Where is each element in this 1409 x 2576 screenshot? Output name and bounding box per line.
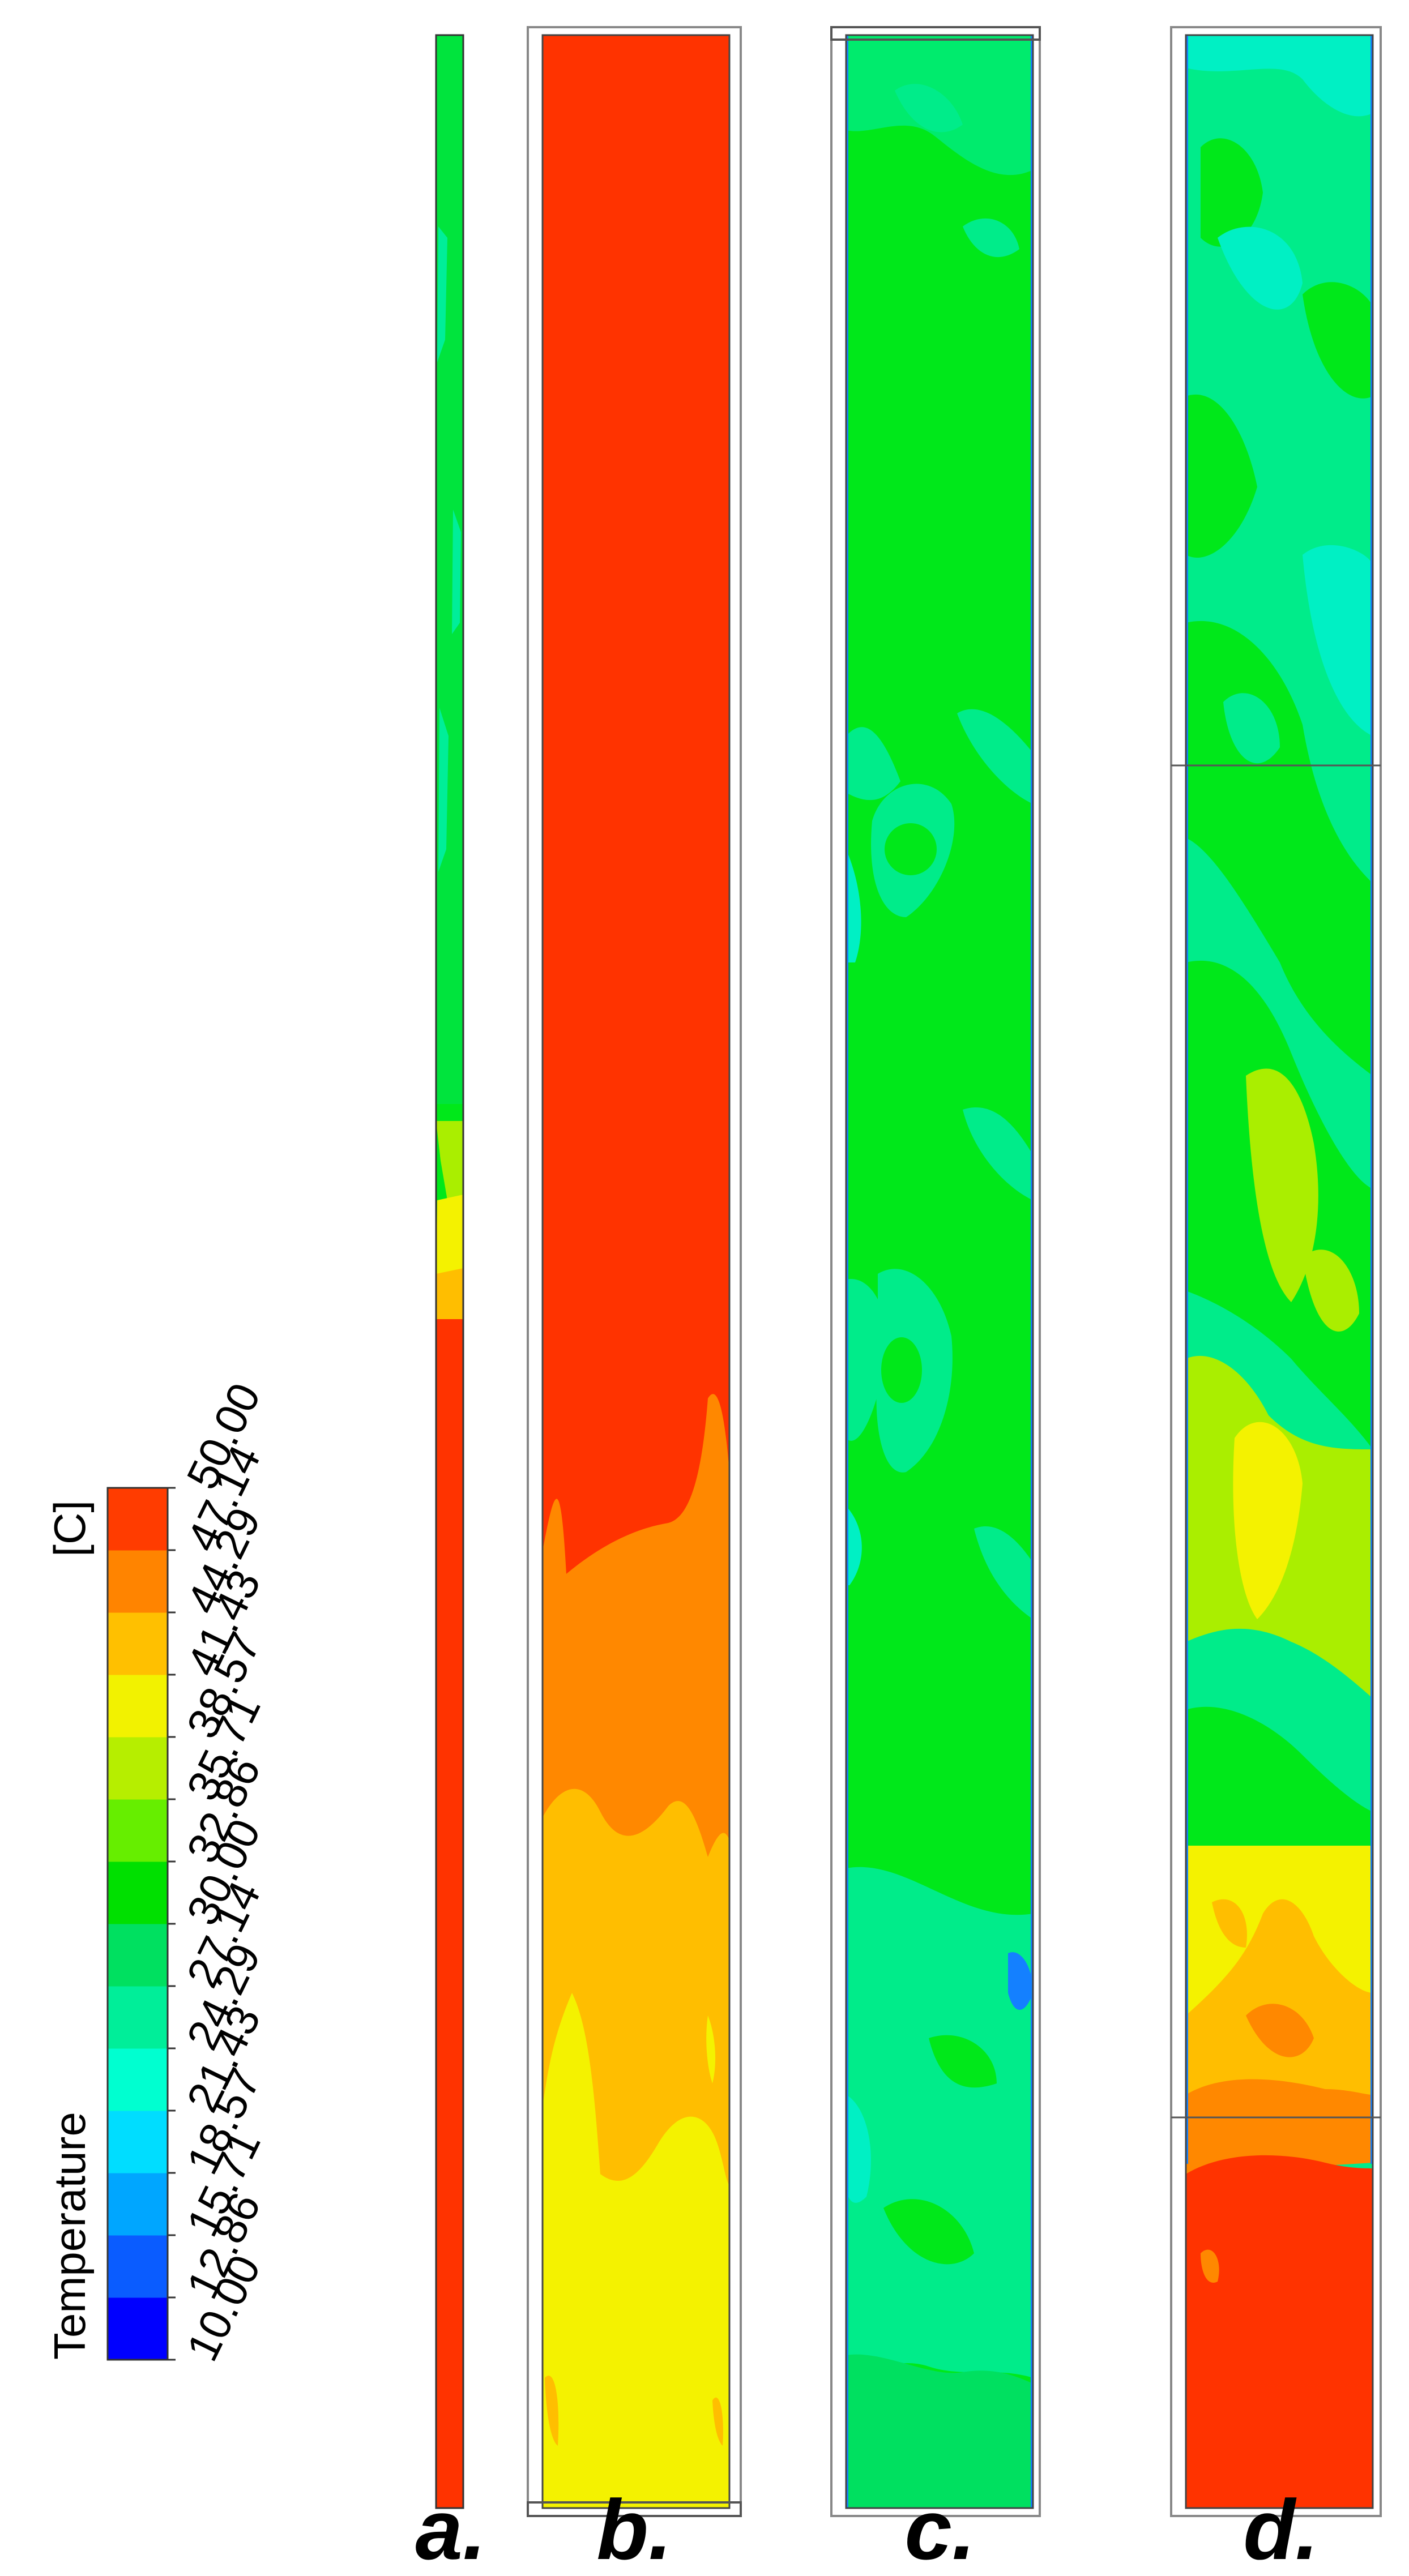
panel-c-aqua-wall-1 (846, 849, 861, 962)
panel-d-left-green-tongue (1186, 394, 1257, 558)
panel-d-yellow-tongue (1233, 1422, 1303, 1619)
panel-a-amber-front (436, 1268, 463, 1319)
panel-d-aqua-eddy-1 (1218, 226, 1303, 310)
legend-band (108, 1924, 168, 1987)
panel-d-column (1170, 26, 1382, 2517)
panel-c-blue-speck (1008, 1952, 1033, 2010)
panel-c-vortex-core-2 (881, 1337, 922, 1403)
legend-color-bands (108, 1488, 168, 2360)
panel-d-amber-blob (1212, 1899, 1247, 1948)
panel-label-a: a. (415, 2482, 486, 2576)
panel-a-hot-region (436, 1319, 463, 2508)
legend-band (108, 2297, 168, 2360)
panel-c-left-wall-layer (846, 35, 848, 2508)
panel-d-lime-tongue-1 (1246, 1068, 1318, 1302)
panel-d-hot-region (1186, 2155, 1373, 2508)
legend-title: Temperature (45, 2112, 95, 2360)
legend-band (108, 1488, 168, 1551)
panel-a-mint-streaks (437, 226, 461, 872)
panel-b-column (527, 26, 742, 2517)
panel-label-c: c. (904, 2482, 975, 2576)
panel-c-eddy-left-2 (846, 1279, 887, 1441)
panel-c-top-plate (830, 26, 1041, 41)
legend-band (108, 1799, 168, 1862)
panel-d-amber-layer (1186, 1899, 1373, 2095)
panel-d-orange-speck (1201, 2249, 1219, 2283)
legend-band (108, 1862, 168, 1924)
legend-unit: [C] (45, 1500, 95, 1557)
legend-band (108, 1612, 168, 1675)
panel-c-upper-eddies (895, 84, 1019, 258)
panel-b-base-plate (527, 2501, 742, 2517)
panel-c-lower-mint (846, 1867, 1033, 2378)
panel-b-inner-frame (541, 34, 731, 2509)
panel-b-yellow-region (543, 1993, 729, 2508)
panel-d-inner-frame (1185, 34, 1374, 2509)
panel-d-orange-layer (1186, 2079, 1373, 2174)
panel-c-aqua-wall-3 (846, 2095, 871, 2203)
legend-band (108, 1550, 168, 1613)
panel-c-eddy-right-1 (957, 709, 1033, 804)
panel-a-frame (435, 34, 464, 2509)
legend-band (108, 2235, 168, 2298)
panel-a-thin-column (435, 34, 464, 2509)
panel-d-lime-swirl (1303, 1250, 1359, 1332)
panel-c-inner-frame (845, 34, 1034, 2509)
panel-c-eddy-right-2 (963, 1107, 1033, 1619)
panel-c-aqua-wall-2 (846, 1506, 862, 1585)
panel-d-aqua-eddy-2 (1303, 545, 1373, 736)
temperature-legend: 10.0012.8615.7118.5721.4324.2927.1430.00… (45, 1375, 270, 2368)
panel-c-eddy-left-1 (846, 727, 900, 801)
panel-d-outer-frame (1170, 26, 1382, 2517)
legend-band (108, 2173, 168, 2236)
legend-band (108, 1986, 168, 2049)
panel-d-upper-green-eddies (1201, 138, 1373, 399)
legend-band (108, 2111, 168, 2173)
legend-band (108, 2048, 168, 2111)
panel-d-left-wall-layer (1186, 35, 1188, 2164)
panel-d-right-wall-layer (1370, 35, 1373, 2164)
legend-tick-labels: 10.0012.8615.7118.5721.4324.2927.1430.00… (168, 1375, 270, 2368)
panel-d-orange-blob (1246, 2004, 1314, 2057)
panel-b-yellow-streak (706, 2016, 716, 2083)
panel-d-top-aqua (1186, 35, 1373, 117)
panel-c-vortex-core-1 (885, 823, 937, 875)
legend-band (108, 1737, 168, 1800)
panel-c-column (830, 26, 1041, 2517)
panel-label-d: d. (1243, 2482, 1318, 2576)
legend-band (108, 1675, 168, 1738)
panel-d-mint-island (1223, 693, 1280, 764)
panel-c-green-islands (883, 2035, 997, 2265)
panel-c-bottom-green (846, 2354, 1033, 2508)
panel-c-right-wall-layer (1031, 35, 1033, 2508)
panel-d-green-band (1186, 1706, 1373, 1846)
panel-label-b: b. (596, 2482, 672, 2576)
